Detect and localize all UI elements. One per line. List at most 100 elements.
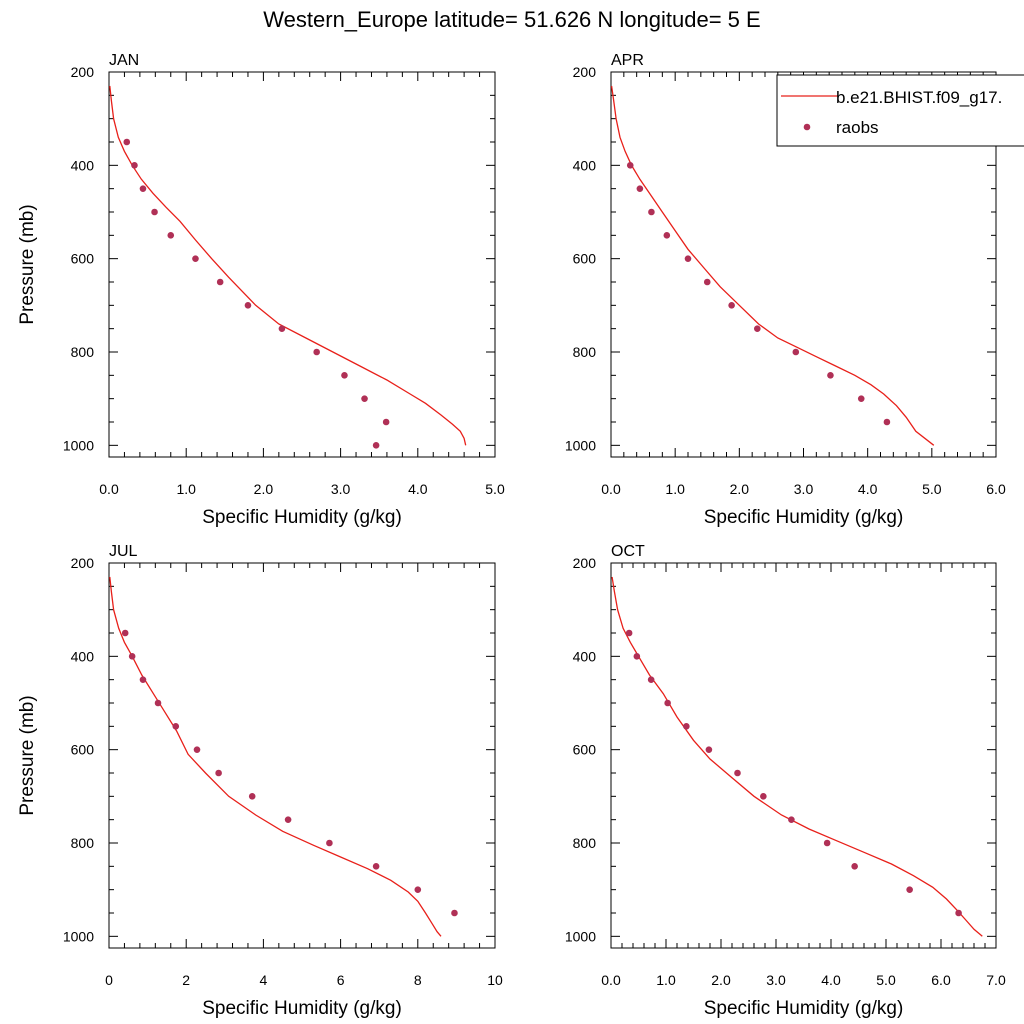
panel-jul: 0 2 4 6 8 10 200 400 600 800 1000 JUL Specific Humid… bbox=[17, 543, 503, 1019]
x-tick-label: 7.0 bbox=[986, 972, 1006, 988]
obs-point bbox=[151, 208, 158, 216]
obs-point bbox=[684, 255, 692, 262]
obs-point bbox=[827, 372, 834, 379]
obs-point bbox=[664, 699, 671, 707]
obs-point bbox=[284, 816, 292, 823]
obs-point bbox=[451, 909, 458, 917]
x-tick-label: 10 bbox=[487, 972, 503, 988]
obs-point bbox=[167, 232, 175, 239]
x-tick-label: 6.0 bbox=[931, 972, 951, 988]
y-tick-label: 200 bbox=[71, 64, 95, 80]
plot-frame-jul bbox=[108, 562, 496, 949]
y-tick-label: 800 bbox=[71, 835, 95, 851]
x-tick-label: 4 bbox=[260, 972, 268, 988]
model-line-oct bbox=[611, 576, 983, 937]
obs-point bbox=[139, 676, 147, 683]
obs-point bbox=[361, 395, 368, 402]
obs-point bbox=[278, 325, 286, 332]
obs-point bbox=[131, 162, 138, 169]
y-tick-label: 600 bbox=[71, 742, 95, 758]
panel-label-jan: JAN bbox=[109, 52, 139, 69]
obs-point bbox=[341, 372, 348, 379]
x-tick-label: 5.0 bbox=[485, 481, 505, 497]
x-tick-label: 1.0 bbox=[656, 972, 676, 988]
y-tick-label: 800 bbox=[573, 344, 597, 360]
x-axis-label: Specific Humidity (g/kg) bbox=[704, 507, 904, 528]
legend-obs-marker bbox=[803, 123, 811, 131]
plot-frame-jan bbox=[108, 71, 496, 458]
y-tick-label: 400 bbox=[71, 648, 95, 664]
obs-point bbox=[636, 185, 644, 192]
obs-point bbox=[883, 418, 891, 426]
obs-point bbox=[760, 793, 767, 800]
obs-point bbox=[647, 676, 655, 683]
x-tick-label: 3.0 bbox=[794, 481, 814, 497]
obs-point bbox=[705, 746, 713, 753]
obs-point bbox=[788, 816, 795, 823]
obs-point bbox=[216, 278, 224, 286]
obs-point bbox=[625, 629, 633, 637]
model-line-apr bbox=[610, 85, 935, 446]
y-tick-label: 200 bbox=[71, 555, 95, 571]
x-tick-label: 3.0 bbox=[331, 481, 351, 497]
x-tick-label: 0.0 bbox=[601, 972, 621, 988]
plot-frame-oct bbox=[610, 562, 997, 949]
x-tick-label: 0.0 bbox=[601, 481, 621, 497]
model-line-jan bbox=[109, 85, 467, 446]
y-tick-label: 800 bbox=[71, 344, 95, 360]
obs-point bbox=[792, 348, 800, 356]
x-tick-label: 2.0 bbox=[254, 481, 274, 497]
obs-point bbox=[326, 839, 333, 847]
y-axis-label: Pressure (mb) bbox=[17, 204, 38, 324]
figure-title: Western_Europe latitude= 51.626 N longit… bbox=[263, 7, 760, 32]
x-tick-label: 8 bbox=[414, 972, 422, 988]
x-axis-label: Specific Humidity (g/kg) bbox=[202, 507, 402, 528]
obs-point bbox=[683, 723, 690, 730]
x-tick-label: 4.0 bbox=[858, 481, 878, 497]
obs-point bbox=[633, 653, 641, 660]
x-tick-label: 2.0 bbox=[711, 972, 731, 988]
x-tick-label: 3.0 bbox=[766, 972, 786, 988]
obs-point bbox=[128, 653, 136, 660]
obs-point bbox=[703, 278, 711, 286]
x-tick-label: 6.0 bbox=[986, 481, 1006, 497]
obs-point bbox=[626, 162, 634, 169]
panel-jan: 0.0 1.0 2.0 3.0 4.0 5.0 200 400 600 800 1000 JAN Spe… bbox=[17, 52, 505, 528]
obs-point bbox=[154, 699, 162, 707]
x-tick-label: 0.0 bbox=[99, 481, 119, 497]
panel-apr: 0.0 1.0 2.0 3.0 4.0 5.0 6.0 200 400 600 800 1000 APR… bbox=[565, 52, 1006, 528]
y-tick-label: 400 bbox=[71, 157, 95, 173]
y-tick-label: 600 bbox=[71, 251, 95, 267]
x-tick-label: 2 bbox=[182, 972, 190, 988]
obs-point bbox=[754, 325, 761, 332]
obs-point bbox=[313, 348, 320, 356]
obs-point bbox=[906, 886, 913, 893]
y-tick-label: 1000 bbox=[565, 437, 596, 453]
panel-label-jul: JUL bbox=[109, 543, 138, 560]
obs-point bbox=[193, 746, 201, 753]
obs-point bbox=[244, 302, 252, 309]
x-tick-label: 1.0 bbox=[176, 481, 196, 497]
x-tick-label: 4.0 bbox=[408, 481, 428, 497]
y-tick-label: 600 bbox=[573, 742, 597, 758]
obs-point bbox=[851, 863, 858, 870]
y-tick-label: 1000 bbox=[63, 437, 94, 453]
legend: b.e21.BHIST.f09_g17. raobs bbox=[776, 74, 1024, 147]
x-tick-label: 5.0 bbox=[876, 972, 896, 988]
panel-label-apr: APR bbox=[611, 52, 644, 69]
obs-point bbox=[172, 723, 180, 730]
x-axis-label: Specific Humidity (g/kg) bbox=[704, 998, 904, 1019]
x-tick-label: 1.0 bbox=[665, 481, 685, 497]
y-tick-label: 800 bbox=[573, 835, 597, 851]
x-tick-label: 4.0 bbox=[821, 972, 841, 988]
x-tick-label: 5.0 bbox=[922, 481, 942, 497]
obs-point bbox=[215, 769, 222, 777]
obs-point bbox=[648, 208, 655, 216]
obs-point bbox=[192, 255, 199, 262]
obs-point bbox=[372, 442, 380, 449]
obs-point bbox=[823, 839, 831, 847]
legend-obs-label: raobs bbox=[836, 118, 879, 137]
obs-point bbox=[955, 909, 962, 917]
obs-point bbox=[663, 232, 671, 239]
